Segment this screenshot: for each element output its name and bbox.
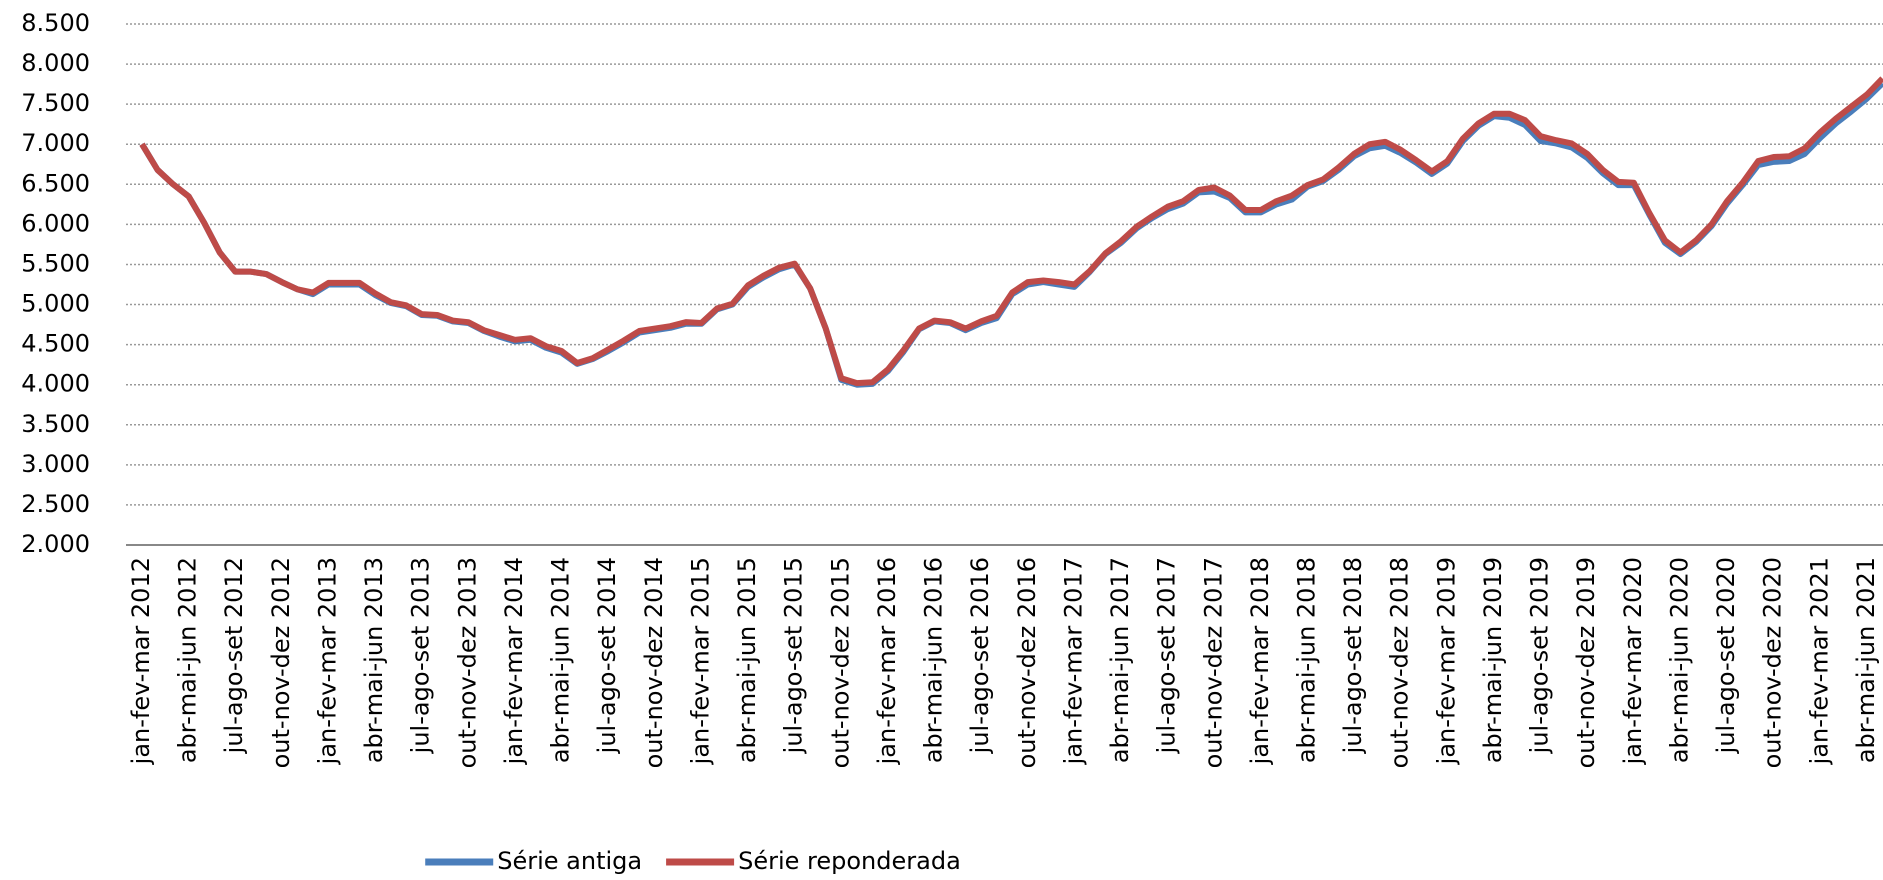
y-tick-label: 8.500 (21, 9, 90, 37)
x-tick-label: out-nov-dez 2015 (826, 557, 854, 768)
x-tick-label: jan-fev-mar 2013 (313, 557, 341, 765)
x-tick-label: abr-mai-jun 2015 (733, 557, 761, 763)
y-tick-label: 4.500 (21, 330, 90, 358)
x-tick-label: jan-fev-mar 2016 (873, 557, 901, 765)
x-tick-label: abr-mai-jun 2013 (360, 557, 388, 763)
x-tick-label: jul-ago-set 2020 (1712, 557, 1740, 754)
x-tick-label: out-nov-dez 2012 (267, 557, 295, 768)
y-tick-label: 7.000 (21, 129, 90, 157)
x-tick-label: abr-mai-jun 2012 (174, 557, 202, 763)
x-tick-label: jan-fev-mar 2015 (686, 557, 714, 765)
x-tick-label: jul-ago-set 2017 (1153, 557, 1181, 754)
y-tick-label: 7.500 (21, 89, 90, 117)
x-tick-label: jul-ago-set 2013 (407, 557, 435, 754)
x-tick-label: abr-mai-jun 2017 (1106, 557, 1134, 763)
x-tick-label: out-nov-dez 2014 (640, 557, 668, 768)
y-tick-label: 3.000 (21, 450, 90, 478)
line-series (139, 81, 1883, 388)
y-tick-label: 6.000 (21, 209, 90, 237)
x-tick-label: out-nov-dez 2020 (1759, 557, 1787, 768)
legend-label: Série reponderada (738, 847, 961, 875)
y-tick-label: 6.500 (21, 169, 90, 197)
x-tick-label: jan-fev-mar 2017 (1059, 557, 1087, 765)
x-tick-label: abr-mai-jun 2018 (1293, 557, 1321, 763)
x-tick-label: jan-fev-mar 2019 (1432, 557, 1460, 765)
y-tick-label: 5.000 (21, 290, 90, 318)
x-tick-label: out-nov-dez 2017 (1199, 557, 1227, 768)
x-tick-label: abr-mai-jun 2020 (1665, 557, 1693, 763)
x-tick-label: jul-ago-set 2018 (1339, 557, 1367, 754)
y-tick-label: 8.000 (21, 49, 90, 77)
x-tick-label: jul-ago-set 2016 (966, 557, 994, 754)
x-tick-label: jul-ago-set 2015 (780, 557, 808, 754)
x-tick-label: jul-ago-set 2014 (593, 557, 621, 754)
x-tick-label: jan-fev-mar 2014 (500, 557, 528, 765)
x-tick-label: abr-mai-jun 2014 (547, 557, 575, 763)
x-tick-label: out-nov-dez 2018 (1386, 557, 1414, 768)
x-tick-label: jan-fev-mar 2020 (1619, 557, 1647, 765)
x-tick-label: jan-fev-mar 2012 (127, 557, 155, 765)
x-tick-label: abr-mai-jun 2021 (1852, 557, 1880, 763)
x-tick-label: jan-fev-mar 2018 (1246, 557, 1274, 765)
y-tick-label: 3.500 (21, 410, 90, 438)
line-series (139, 76, 1883, 387)
x-tick-label: out-nov-dez 2016 (1013, 557, 1041, 768)
y-tick-label: 2.000 (21, 530, 90, 558)
y-tick-label: 4.000 (21, 370, 90, 398)
x-tick-label: jul-ago-set 2019 (1526, 557, 1554, 754)
legend: Série antiga Série reponderada (425, 847, 961, 875)
x-tick-label: abr-mai-jun 2016 (920, 557, 948, 763)
x-tick-label: abr-mai-jun 2019 (1479, 557, 1507, 763)
y-tick-label: 5.500 (21, 249, 90, 277)
x-tick-label: out-nov-dez 2019 (1572, 557, 1600, 768)
x-tick-label: jul-ago-set 2012 (220, 557, 248, 754)
legend-label: Série antiga (497, 847, 642, 875)
y-tick-label: 2.500 (21, 490, 90, 518)
x-tick-label: out-nov-dez 2013 (453, 557, 481, 768)
x-tick-label: jan-fev-mar 2021 (1805, 557, 1833, 765)
